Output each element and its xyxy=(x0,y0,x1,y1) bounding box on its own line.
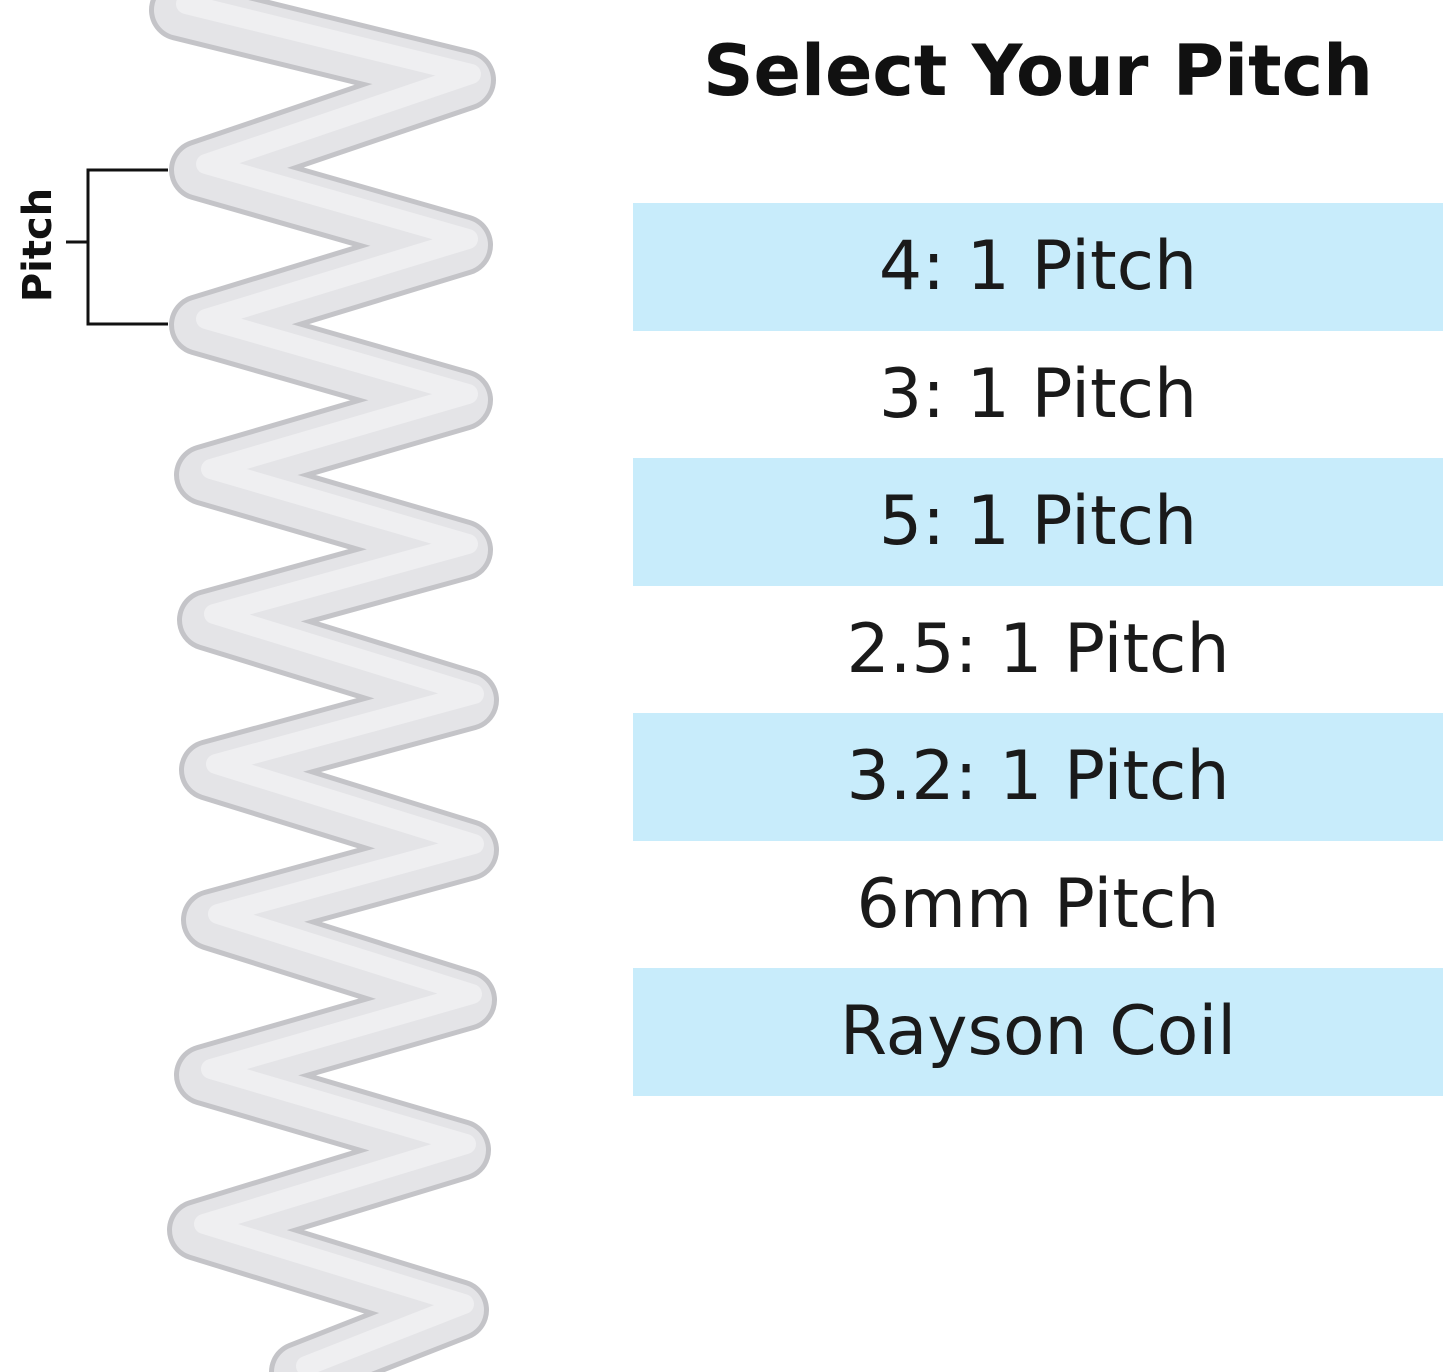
pitch-option: 2.5: 1 Pitch xyxy=(846,609,1230,689)
pitch-option-list: 4: 1 Pitch 3: 1 Pitch 5: 1 Pitch 2.5: 1 Pit… xyxy=(633,203,1443,1096)
pitch-option: 4: 1 Pitch xyxy=(633,203,1443,331)
pitch-bracket xyxy=(66,168,168,326)
pitch-option: 6mm Pitch xyxy=(856,864,1220,944)
pitch-option: 3: 1 Pitch xyxy=(878,354,1198,434)
pitch-label: Pitch xyxy=(15,187,61,303)
coil-stroke xyxy=(154,0,494,1372)
page-title: Select Your Pitch xyxy=(703,30,1373,112)
pitch-option: 5: 1 Pitch xyxy=(633,458,1443,586)
pitch-option: Rayson Coil xyxy=(633,968,1443,1096)
spiral-coil-image xyxy=(66,0,499,1372)
coil-stroke xyxy=(176,0,484,1372)
pitch-option: 3.2: 1 Pitch xyxy=(633,713,1443,841)
